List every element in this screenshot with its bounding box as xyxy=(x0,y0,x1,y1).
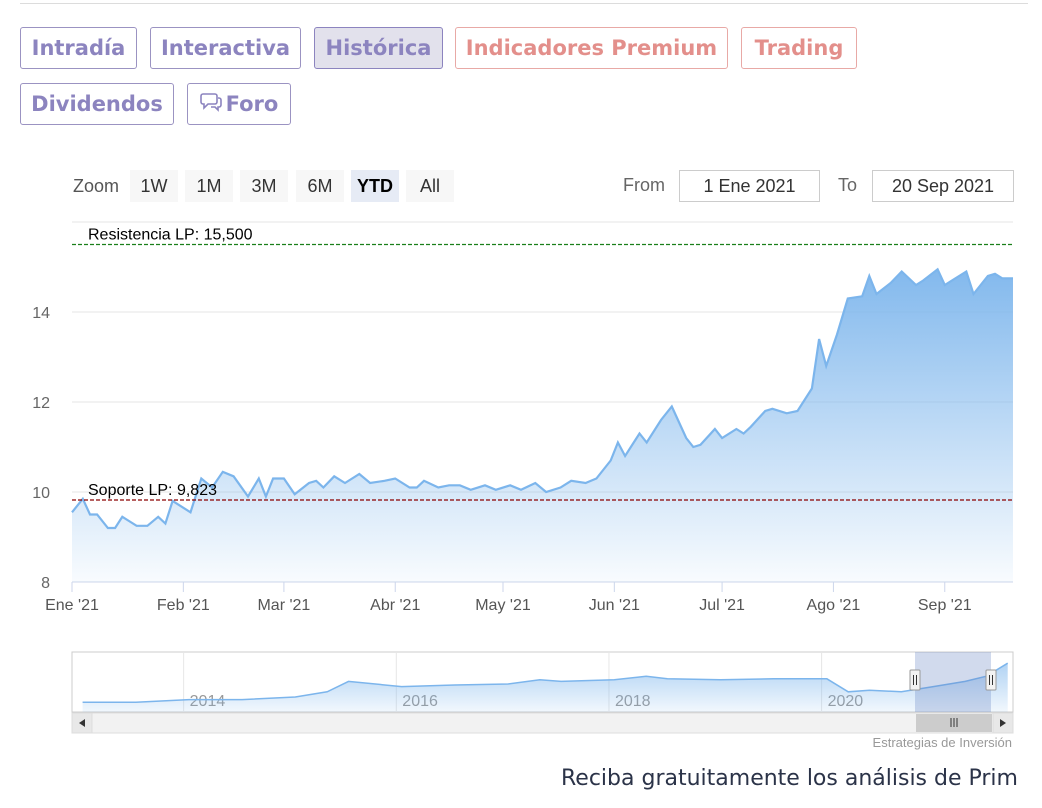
tab-foro-label: Foro xyxy=(225,92,279,116)
tab-trading[interactable]: Trading xyxy=(741,27,857,69)
chat-bubbles-icon xyxy=(199,85,222,125)
price-area xyxy=(72,269,1013,582)
scrollbar-track xyxy=(71,712,1014,734)
y-tick-label: 12 xyxy=(32,395,50,412)
navigator-handle-right[interactable] xyxy=(985,669,997,691)
y-tick-label: 10 xyxy=(32,485,50,502)
handle-body xyxy=(909,669,921,691)
to-date-input[interactable]: 20 Sep 2021 xyxy=(872,170,1014,202)
range-button-6m[interactable]: 6M xyxy=(296,170,344,202)
arrow-right-icon xyxy=(1000,719,1006,727)
x-tick-label: Ago '21 xyxy=(807,597,861,614)
x-tick-label: Sep '21 xyxy=(918,597,972,614)
x-tick-label: Jul '21 xyxy=(699,597,745,614)
range-button-3m[interactable]: 3M xyxy=(240,170,288,202)
top-divider xyxy=(20,3,1028,4)
range-button-all[interactable]: All xyxy=(406,170,454,202)
range-button-1m[interactable]: 1M xyxy=(185,170,233,202)
credit-label[interactable]: Estrategias de Inversión xyxy=(872,735,1012,750)
from-label: From xyxy=(623,175,665,195)
navigator-line xyxy=(82,662,1009,703)
arrow-left-icon xyxy=(79,719,85,727)
range-button-1w[interactable]: 1W xyxy=(130,170,178,202)
x-tick-label: May '21 xyxy=(475,597,531,614)
x-tick-label: Abr '21 xyxy=(370,597,420,614)
y-tick-label: 8 xyxy=(41,575,50,592)
y-tick-label: 14 xyxy=(32,305,50,322)
tab-historica[interactable]: Histórica xyxy=(314,27,443,69)
navigator-handle-left[interactable] xyxy=(909,669,921,691)
price-line xyxy=(71,267,1013,530)
tab-indicadores-premium[interactable]: Indicadores Premium xyxy=(455,27,728,69)
navigator-area xyxy=(82,663,1008,712)
x-tick-label: Mar '21 xyxy=(257,597,310,614)
navigator-mask xyxy=(915,652,991,712)
x-tick-label: Ene '21 xyxy=(45,597,99,614)
tab-interactiva[interactable]: Interactiva xyxy=(150,27,301,69)
promo-text: Reciba gratuitamente los análisis de Pri… xyxy=(561,766,1018,791)
scroll-right-button[interactable] xyxy=(992,712,1014,734)
scroll-left-button[interactable] xyxy=(71,712,93,734)
x-tick-label: Jun '21 xyxy=(589,597,640,614)
navigator[interactable]: 2014201620182020 xyxy=(71,651,1014,734)
range-button-ytd[interactable]: YTD xyxy=(351,170,399,202)
tab-intradia[interactable]: Intradía xyxy=(20,27,137,69)
tab-dividendos[interactable]: Dividendos xyxy=(20,83,174,125)
plot-line-label: Resistencia LP: 15,500 xyxy=(88,227,253,244)
handle-body xyxy=(985,669,997,691)
x-tick-label: Feb '21 xyxy=(157,597,210,614)
scrollbar[interactable] xyxy=(71,712,1014,734)
plot-line-label: Soporte LP: 9,823 xyxy=(88,482,217,499)
to-label: To xyxy=(838,175,858,195)
tab-foro[interactable]: Foro xyxy=(187,83,291,125)
from-date-input[interactable]: 1 Ene 2021 xyxy=(679,170,820,202)
zoom-label: Zoom xyxy=(73,176,120,196)
